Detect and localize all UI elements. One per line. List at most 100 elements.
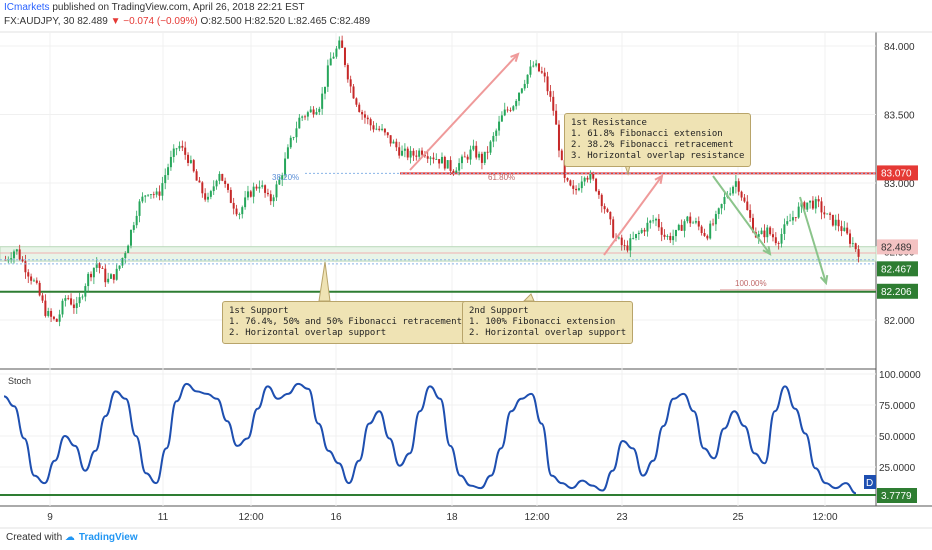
candle-body [47, 310, 50, 316]
candle-body [811, 200, 814, 209]
candle-body [389, 135, 392, 144]
price-label-text: 82.489 [881, 242, 912, 253]
candle-body [358, 104, 361, 112]
candle-body [840, 226, 843, 232]
arrow-ext-up-head [654, 174, 664, 185]
candle-body [849, 233, 852, 244]
candle-body [535, 63, 538, 66]
fib-extension-label: 61.80% [488, 173, 515, 182]
candle-body [520, 88, 523, 93]
candle-body [258, 186, 261, 189]
candle-body [538, 63, 540, 72]
candle-body [338, 40, 341, 49]
candle-body [352, 86, 355, 99]
candle-body [460, 156, 463, 164]
candle-body [592, 174, 595, 179]
candle-body [546, 76, 549, 92]
projection-arrows [409, 52, 829, 286]
candle-body [549, 91, 552, 97]
candle-body [649, 220, 652, 223]
candle-body [167, 167, 170, 176]
candle-body [757, 234, 760, 238]
candle-body [32, 280, 35, 282]
symbol-name[interactable]: FX:AUDJPY, 30 [4, 16, 75, 27]
candle-body [249, 191, 252, 197]
candle-body [195, 171, 198, 181]
author-link[interactable]: ICmarkets [4, 2, 50, 13]
candle-body [569, 180, 572, 186]
price-tick-label: 82.000 [884, 316, 915, 327]
candle-body [244, 197, 247, 208]
candle-body [381, 128, 384, 130]
arrow-ext-up [603, 175, 663, 256]
candle-body [178, 145, 181, 149]
candle-body [55, 318, 58, 322]
stoch-tick-label: 50.0000 [879, 432, 916, 443]
candle-body [760, 230, 763, 235]
candle-body [38, 282, 41, 296]
candle-body [438, 159, 441, 164]
candle-body [712, 223, 715, 225]
candle-body [597, 190, 600, 195]
support2-callout-title: 2nd Support [469, 306, 529, 316]
candle-body [472, 145, 475, 150]
resistance-callout: 1st Resistance 1. 61.8% Fibonacci extens… [564, 113, 752, 167]
candle-body [740, 191, 743, 198]
candle-body [121, 257, 124, 266]
candle-body [304, 116, 307, 118]
candle-body [843, 227, 846, 232]
candle-body [817, 199, 820, 202]
candle-body [107, 278, 110, 283]
candle-body [75, 303, 78, 309]
candle-body [44, 300, 47, 316]
candle-body [312, 109, 315, 115]
candle-body [301, 116, 304, 118]
candle-body [529, 66, 532, 75]
candle-body [552, 96, 555, 111]
candle-body [110, 274, 112, 279]
candle-body [90, 273, 93, 278]
stoch-tick-label: 100.0000 [879, 370, 921, 381]
candle-body [583, 177, 586, 182]
candle-body [717, 208, 720, 215]
candle-body [763, 230, 766, 238]
candle-body [92, 267, 95, 278]
candle-body [361, 111, 364, 115]
candle-body [689, 216, 692, 224]
candle-body [212, 186, 215, 192]
candle-body [161, 183, 164, 196]
candle-body [532, 65, 535, 67]
candle-body [823, 212, 826, 215]
support2-callout-line: 2. Horizontal overlap support [469, 328, 627, 338]
candle-body [326, 65, 329, 87]
candle-body [643, 229, 646, 232]
candle-body [366, 117, 369, 120]
candle-body [480, 153, 483, 163]
candle-body [127, 245, 130, 254]
tradingview-link[interactable]: TradingView [78, 532, 138, 543]
arrow-drop-1 [712, 175, 771, 255]
candle-body [834, 219, 837, 226]
candle-body [286, 147, 289, 159]
candle-body [175, 148, 178, 150]
candle-body [652, 220, 655, 222]
candlestick-series [4, 35, 860, 327]
candle-body [218, 173, 221, 181]
candle-body [398, 147, 401, 156]
candle-body [335, 48, 338, 57]
candle-body [372, 125, 375, 130]
candle-body [21, 259, 24, 262]
candle-body [566, 177, 569, 181]
candle-body [603, 206, 606, 210]
candle-body [221, 173, 224, 181]
candle-body [269, 194, 272, 202]
candle-body [769, 227, 772, 235]
candle-body [281, 175, 284, 180]
candle-body [489, 141, 492, 153]
candle-body [518, 92, 521, 101]
candle-body [837, 219, 840, 227]
candle-body [426, 156, 429, 159]
candle-body [309, 109, 312, 113]
candle-body [58, 314, 61, 322]
candle-body [620, 237, 623, 246]
